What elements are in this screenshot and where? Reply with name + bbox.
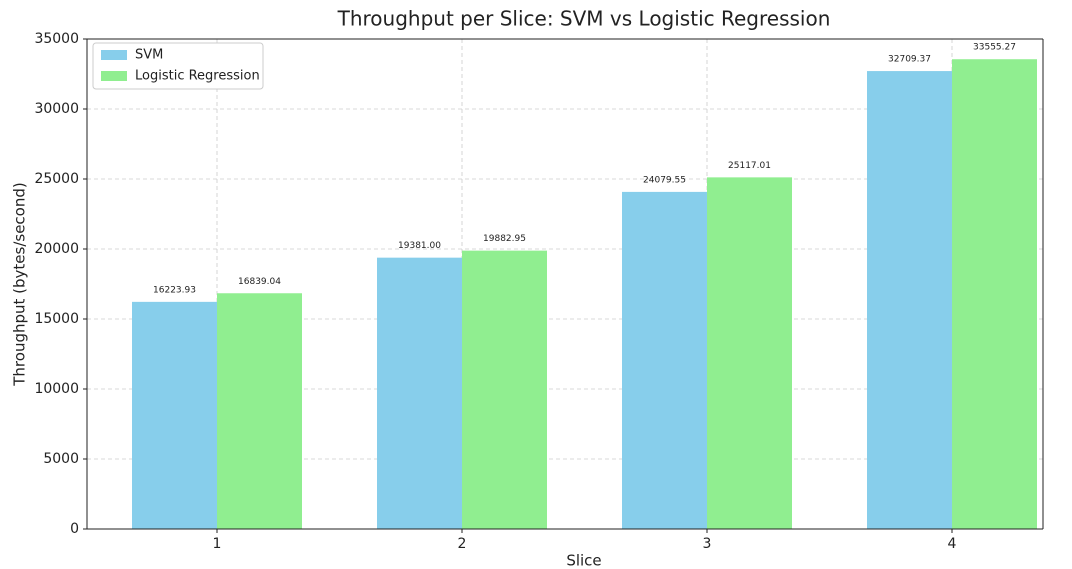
bar [377, 257, 462, 529]
legend-swatch [101, 71, 127, 81]
y-tick-label: 30000 [34, 101, 79, 117]
bar [132, 301, 217, 529]
y-axis-label: Throughput (bytes/second) [11, 182, 29, 386]
value-label: 24079.55 [643, 175, 686, 185]
y-tick-label: 10000 [34, 381, 79, 397]
legend-frame [92, 42, 264, 90]
x-tick-label: 1 [213, 536, 222, 552]
bar [622, 191, 707, 530]
value-label: 16223.93 [153, 285, 196, 295]
value-label: 16839.04 [238, 277, 281, 287]
x-tick-label: 3 [703, 536, 712, 552]
x-tick-label: 4 [948, 536, 957, 552]
legend: SVM Logistic Regression [92, 42, 264, 90]
bar [707, 177, 792, 529]
chart-title: Throughput per Slice: SVM vs Logistic Re… [337, 7, 831, 31]
y-tick-label: 35000 [34, 31, 79, 47]
value-label: 33555.27 [973, 43, 1016, 53]
y-tick-label: 5000 [43, 451, 79, 467]
value-label: 32709.37 [888, 55, 931, 65]
bar [217, 293, 302, 529]
legend-swatch [101, 50, 127, 60]
value-label: 19381.00 [398, 241, 441, 251]
y-tick-label: 15000 [34, 311, 79, 327]
y-tick-label: 20000 [34, 241, 79, 257]
legend-label: Logistic Regression [135, 69, 260, 84]
y-tick-label: 25000 [34, 171, 79, 187]
y-tick-label: 0 [70, 521, 79, 537]
bar [462, 250, 547, 529]
value-label: 25117.01 [728, 161, 771, 171]
bar [867, 71, 952, 529]
legend-label: SVM [135, 48, 163, 63]
bar [952, 59, 1037, 529]
x-axis-label: Slice [566, 552, 601, 569]
x-tick-label: 2 [458, 536, 467, 552]
value-label: 19882.95 [483, 234, 526, 244]
